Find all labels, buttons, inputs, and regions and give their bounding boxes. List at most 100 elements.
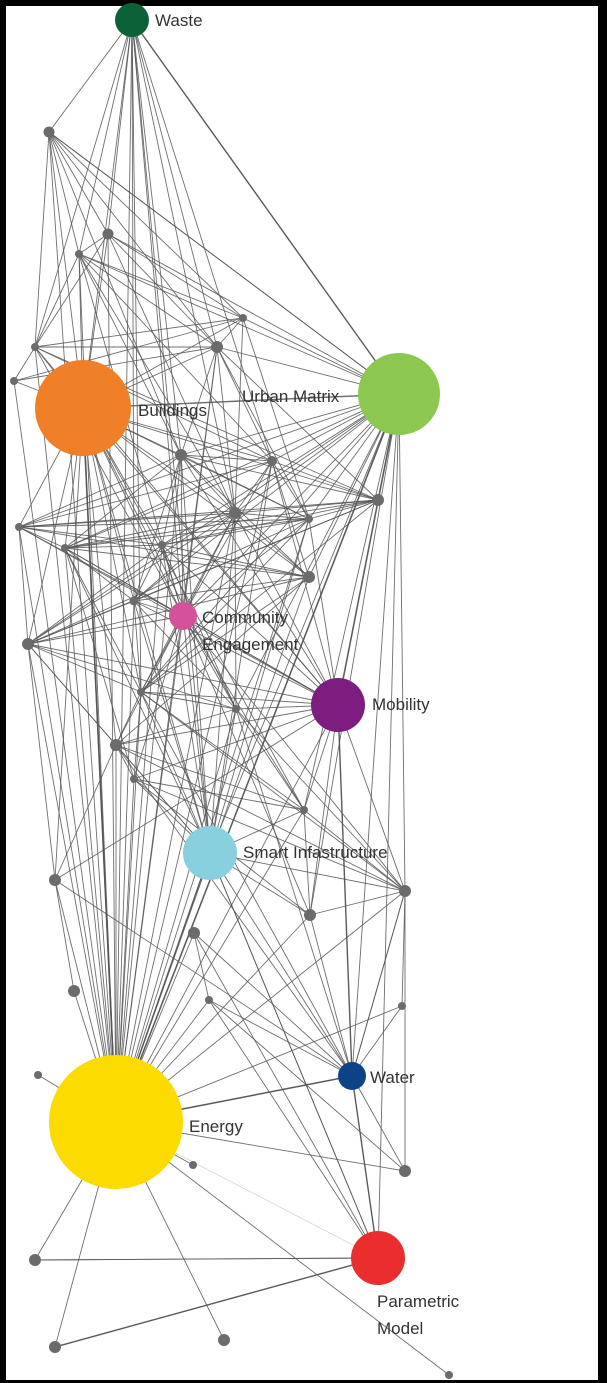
edge-water-cc — [208, 999, 353, 1077]
minor-node[interactable] — [399, 885, 411, 897]
edge-n-v — [64, 547, 135, 780]
minor-node[interactable] — [303, 571, 315, 583]
edge-a-h — [48, 131, 182, 456]
minor-node[interactable] — [68, 985, 80, 997]
minor-node[interactable] — [29, 1254, 41, 1266]
node-parametric-model[interactable] — [351, 1231, 405, 1285]
minor-node[interactable] — [158, 541, 166, 549]
edge-energy-n — [64, 547, 117, 1123]
edge-o-t — [161, 544, 237, 710]
minor-node[interactable] — [49, 1341, 61, 1353]
minor-node[interactable] — [15, 523, 23, 531]
minor-node[interactable] — [137, 688, 145, 696]
edge-waste-urban — [131, 19, 400, 395]
edge-k-l — [234, 512, 310, 520]
edge-parametric-cc — [208, 999, 379, 1259]
edge-hh-parametric — [34, 1257, 379, 1261]
edge-urban-z — [309, 393, 400, 916]
edge-p-q — [133, 576, 310, 602]
minor-node[interactable] — [43, 126, 55, 138]
edge-a-c — [48, 131, 80, 255]
edge-y-dd — [401, 890, 406, 1007]
edge-p-r — [27, 576, 310, 645]
edge-l-r — [27, 518, 310, 645]
edge-w-y — [303, 809, 406, 892]
node-urban-matrix[interactable] — [358, 353, 440, 435]
edge-mobility-l — [308, 518, 339, 706]
edge-waste-a — [48, 19, 133, 133]
edge-community-h — [180, 454, 184, 617]
minor-node[interactable] — [130, 775, 138, 783]
minor-node[interactable] — [229, 507, 241, 519]
edge-mobility-z — [309, 704, 339, 916]
edge-urban-parametric — [377, 393, 400, 1259]
edge-c-f — [34, 253, 80, 348]
node-energy[interactable] — [49, 1055, 183, 1189]
edge-r-t — [27, 643, 237, 710]
minor-node[interactable] — [22, 638, 34, 650]
edge-c-d — [78, 253, 244, 319]
edge-smart-k — [209, 512, 236, 854]
label-community-engagement-line1: Community — [202, 608, 288, 627]
minor-node[interactable] — [34, 1071, 42, 1079]
minor-node[interactable] — [218, 1334, 230, 1346]
edge-urban-r — [27, 393, 400, 645]
node-waste[interactable] — [115, 3, 149, 37]
minor-node[interactable] — [75, 250, 83, 258]
minor-node[interactable] — [304, 909, 316, 921]
minor-node[interactable] — [61, 544, 69, 552]
node-smart-infrastructure[interactable] — [183, 826, 237, 880]
edge-mobility-water — [337, 704, 353, 1077]
edge-urban-smart — [209, 393, 400, 854]
minor-node[interactable] — [305, 515, 313, 523]
edge-smart-s — [140, 691, 211, 854]
minor-node[interactable] — [102, 228, 114, 240]
minor-node[interactable] — [239, 314, 247, 322]
edge-waste-c — [78, 19, 133, 255]
edge-p-s — [140, 576, 310, 693]
edge-mobility-n — [64, 547, 339, 706]
minor-node[interactable] — [205, 996, 213, 1004]
edge-y-water — [351, 890, 406, 1077]
minor-node[interactable] — [399, 1165, 411, 1177]
edge-urban-community — [182, 393, 400, 617]
edge-parametric-jj — [54, 1257, 379, 1348]
node-water[interactable] — [338, 1062, 366, 1090]
edge-j-m — [18, 499, 379, 528]
edge-energy-f — [34, 346, 117, 1123]
edge-buildings-t — [82, 407, 237, 710]
node-buildings[interactable] — [35, 360, 131, 456]
minor-node[interactable] — [372, 494, 384, 506]
edge-e-k — [216, 346, 236, 514]
minor-node[interactable] — [398, 1002, 406, 1010]
edge-q-r — [27, 600, 135, 645]
minor-node[interactable] — [175, 449, 187, 461]
edge-energy-l — [115, 518, 310, 1123]
minor-node[interactable] — [49, 874, 61, 886]
minor-node[interactable] — [10, 377, 18, 385]
edge-waste-h — [131, 19, 182, 456]
edge-c-k — [78, 253, 236, 514]
minor-node[interactable] — [188, 927, 200, 939]
minor-node[interactable] — [31, 343, 39, 351]
edge-o-p — [161, 544, 310, 578]
minor-node[interactable] — [267, 456, 277, 466]
minor-node[interactable] — [189, 1161, 197, 1169]
minor-node[interactable] — [211, 341, 223, 353]
edge-smart-h — [180, 454, 211, 854]
edge-t-u — [115, 708, 237, 746]
minor-node[interactable] — [129, 596, 139, 606]
edge-urban-w — [303, 393, 400, 811]
node-community-engagement[interactable] — [169, 602, 197, 630]
edge-energy-g — [13, 380, 117, 1123]
minor-node[interactable] — [445, 1371, 453, 1379]
minor-node[interactable] — [232, 705, 240, 713]
minor-node[interactable] — [300, 806, 308, 814]
node-mobility[interactable] — [311, 678, 365, 732]
edge-n-p — [64, 547, 310, 578]
edge-i-n — [64, 460, 273, 549]
edge-community-y — [182, 615, 406, 892]
edge-energy-h — [115, 454, 182, 1123]
minor-node[interactable] — [110, 739, 122, 751]
edge-k-t — [234, 512, 237, 710]
